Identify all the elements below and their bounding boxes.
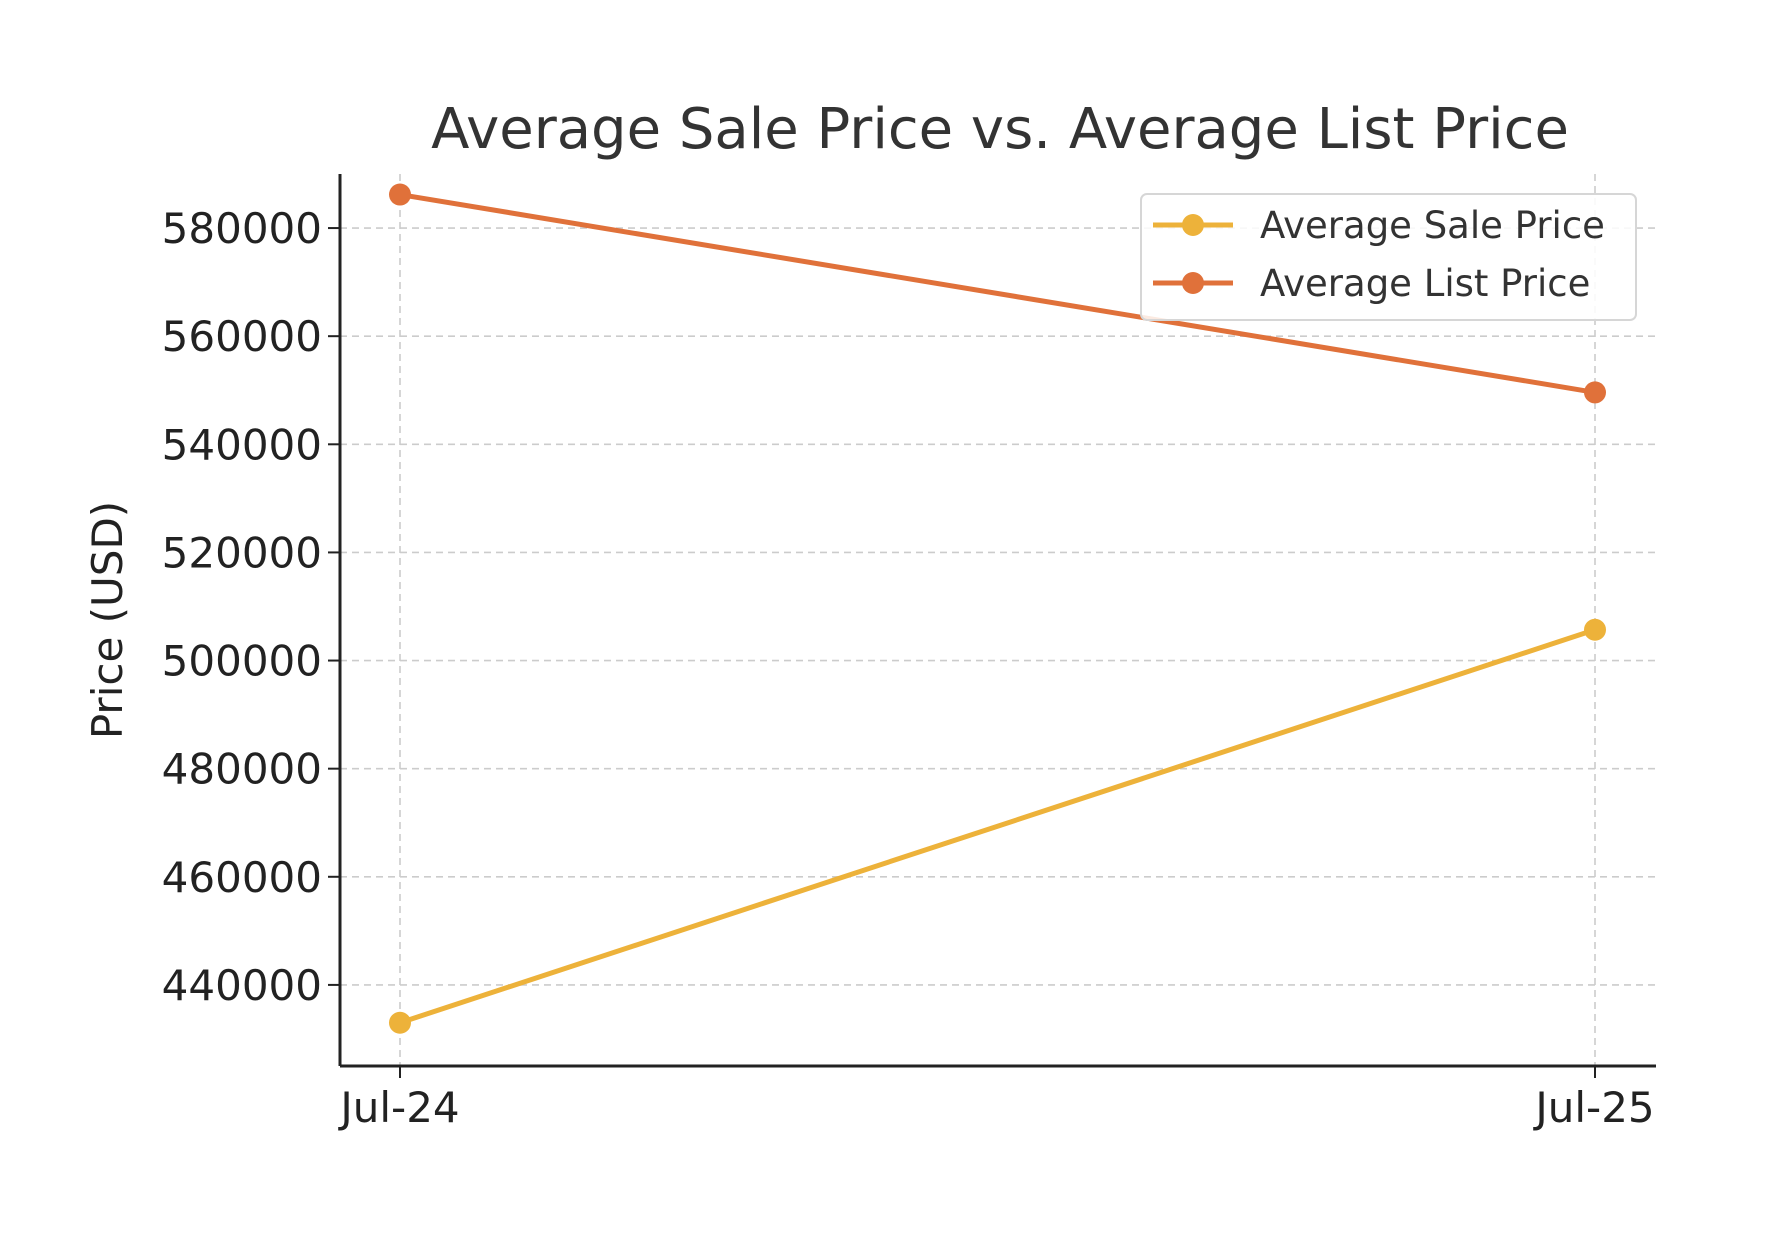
series-1 xyxy=(389,183,1606,404)
x-tick-label: Jul-24 xyxy=(337,1083,459,1132)
chart-title: Average Sale Price vs. Average List Pric… xyxy=(431,97,1569,162)
y-tick-label: 460000 xyxy=(162,853,322,902)
legend-item: Average Sale Price xyxy=(1153,204,1605,247)
legend: Average Sale Price Average List Price xyxy=(1140,193,1637,321)
series-line xyxy=(399,627,1596,1026)
y-tick-label: 560000 xyxy=(162,312,322,361)
y-axis-label: Price (USD) xyxy=(83,501,132,739)
data-point xyxy=(1584,618,1606,641)
legend-marker xyxy=(1182,214,1204,236)
y-tick-label: 500000 xyxy=(162,637,322,686)
y-tick-label: 540000 xyxy=(162,420,322,469)
axes xyxy=(338,174,1656,1068)
series-line xyxy=(399,192,1596,395)
legend-label: Average Sale Price xyxy=(1260,204,1605,247)
data-point xyxy=(389,1011,411,1034)
legend-marker xyxy=(1182,272,1204,294)
legend-item: Average List Price xyxy=(1153,262,1590,305)
x-axis-ticks: Jul-24 Jul-25 xyxy=(337,1066,1655,1132)
legend-box xyxy=(1140,193,1637,321)
y-tick-label: 580000 xyxy=(162,204,322,253)
y-tick-label: 520000 xyxy=(162,528,322,577)
legend-label: Average List Price xyxy=(1260,262,1590,305)
series-layer xyxy=(389,183,1606,1034)
y-axis-ticks: 440000 460000 480000 500000 520000 540000 5600… xyxy=(162,204,340,1010)
x-tick-label: Jul-25 xyxy=(1532,1083,1654,1132)
data-point xyxy=(1584,381,1606,404)
data-point xyxy=(389,183,411,206)
y-tick-label: 440000 xyxy=(162,961,322,1010)
y-tick-label: 480000 xyxy=(162,745,322,794)
series-0 xyxy=(389,618,1606,1034)
